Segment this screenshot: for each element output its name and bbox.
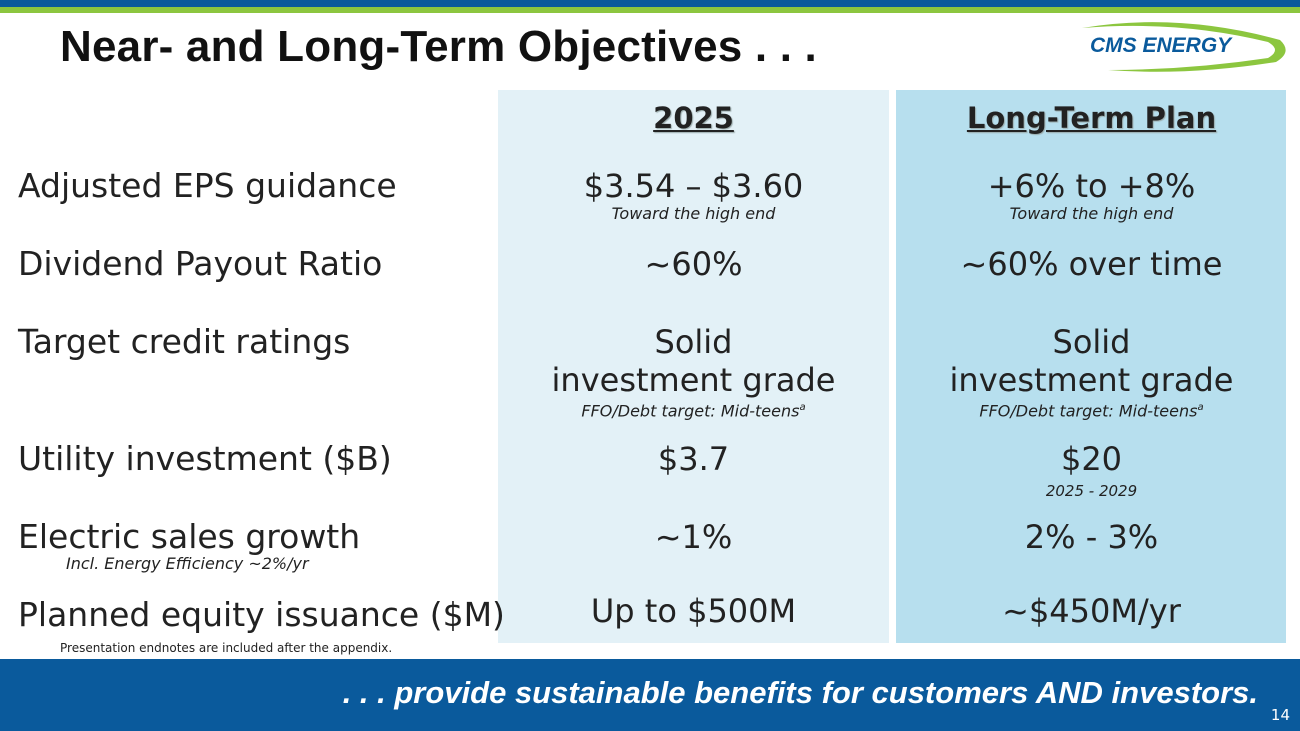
cell-equity-long-term: ~$450M/yr <box>1002 592 1181 630</box>
row-sublabel-sales-growth: Incl. Energy Efficiency ~2%/yr <box>66 554 309 573</box>
cell-line1: Solid <box>654 323 733 361</box>
column-long-term-background <box>896 90 1286 643</box>
row-label-eps: Adjusted EPS guidance <box>18 166 397 205</box>
cell-value: $3.54 – $3.60 <box>583 167 804 205</box>
cell-dividend-2025: ~60% <box>644 245 743 283</box>
cell-investment-long-term: $20 2025 - 2029 <box>896 440 1287 500</box>
cell-line2: investment grade <box>949 361 1234 399</box>
row-label-sales-growth: Electric sales growth <box>18 517 361 556</box>
cell-note: FFO/Debt target: Mid-teensa <box>979 401 1204 421</box>
footnote: Presentation endnotes are included after… <box>60 641 393 655</box>
cell-note: FFO/Debt target: Mid-teensa <box>581 401 806 421</box>
cell-investment-2025: $3.7 <box>657 440 730 478</box>
cell-note: Toward the high end <box>611 204 776 223</box>
logo-text: CMS ENERGY <box>1090 34 1233 57</box>
page-number: 14 <box>1270 706 1290 724</box>
cell-note: 2025 - 2029 <box>1045 482 1138 500</box>
cell-line1: Solid <box>1052 323 1131 361</box>
cell-credit-2025: Solid investment grade FFO/Debt target: … <box>498 323 889 420</box>
column-header-long-term: Long-Term Plan <box>966 101 1217 135</box>
cell-value: +6% to +8% <box>987 167 1196 205</box>
top-green-stripe <box>0 7 1300 13</box>
cell-note: Toward the high end <box>1009 204 1174 223</box>
column-2025-background <box>498 90 889 643</box>
cell-sales-long-term: 2% - 3% <box>1024 518 1159 556</box>
row-label-credit: Target credit ratings <box>18 322 351 361</box>
top-blue-stripe <box>0 0 1300 7</box>
cell-sales-2025: ~1% <box>654 518 733 556</box>
cell-eps-2025: $3.54 – $3.60 Toward the high end <box>498 167 889 223</box>
cell-dividend-long-term: ~60% over time <box>960 245 1223 283</box>
row-label-equity: Planned equity issuance ($M) <box>18 595 505 634</box>
cell-eps-long-term: +6% to +8% Toward the high end <box>896 167 1287 223</box>
bottom-banner <box>0 659 1300 731</box>
cell-credit-long-term: Solid investment grade FFO/Debt target: … <box>896 323 1287 420</box>
tagline: . . . provide sustainable benefits for c… <box>342 675 1258 710</box>
cell-equity-2025: Up to $500M <box>590 592 797 630</box>
row-label-dividend: Dividend Payout Ratio <box>18 244 383 283</box>
row-label-utility-investment: Utility investment ($B) <box>18 439 392 478</box>
cell-value: $20 <box>1060 440 1123 478</box>
column-header-2025: 2025 <box>653 101 734 135</box>
slide-title: Near- and Long-Term Objectives . . . <box>60 22 817 71</box>
cell-line2: investment grade <box>551 361 836 399</box>
cms-energy-logo: CMS ENERGY <box>1082 22 1286 72</box>
